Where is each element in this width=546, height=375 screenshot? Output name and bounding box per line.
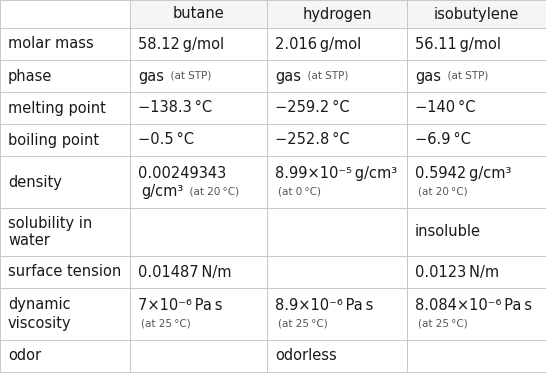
Text: surface tension: surface tension (8, 264, 121, 279)
Bar (130, 288, 267, 340)
Text: isobutylene: isobutylene (434, 6, 519, 21)
Text: −6.9 °C: −6.9 °C (415, 132, 471, 147)
Text: phase: phase (8, 69, 52, 84)
Text: −259.2 °C: −259.2 °C (275, 100, 349, 116)
Bar (130, 156, 267, 208)
Bar (0, 0, 130, 28)
Text: (at STP): (at STP) (301, 71, 348, 81)
Text: g/cm³: g/cm³ (141, 184, 183, 199)
Bar (267, 208, 407, 256)
Text: 0.5942 g/cm³: 0.5942 g/cm³ (415, 166, 512, 181)
Bar (267, 60, 407, 92)
Text: insoluble: insoluble (415, 225, 481, 240)
Text: 2.016 g/mol: 2.016 g/mol (275, 36, 361, 51)
Text: 56.11 g/mol: 56.11 g/mol (415, 36, 501, 51)
Text: 58.12 g/mol: 58.12 g/mol (138, 36, 224, 51)
Text: density: density (8, 174, 62, 189)
Text: butane: butane (173, 6, 224, 21)
Bar (267, 124, 407, 156)
Bar (0, 288, 130, 340)
Bar (407, 28, 546, 60)
Text: −138.3 °C: −138.3 °C (138, 100, 212, 116)
Text: hydrogen: hydrogen (302, 6, 372, 21)
Bar (267, 256, 407, 288)
Text: boiling point: boiling point (8, 132, 99, 147)
Bar (407, 92, 546, 124)
Text: −252.8 °C: −252.8 °C (275, 132, 349, 147)
Bar (267, 0, 407, 28)
Bar (407, 340, 546, 372)
Text: −140 °C: −140 °C (415, 100, 476, 116)
Bar (130, 28, 267, 60)
Bar (130, 60, 267, 92)
Text: (at 20 °C): (at 20 °C) (183, 186, 239, 196)
Bar (267, 288, 407, 340)
Text: 0.01487 N/m: 0.01487 N/m (138, 264, 232, 279)
Bar (130, 92, 267, 124)
Bar (407, 208, 546, 256)
Bar (267, 340, 407, 372)
Text: (at STP): (at STP) (441, 71, 488, 81)
Text: water: water (8, 233, 50, 248)
Bar (407, 156, 546, 208)
Bar (0, 28, 130, 60)
Text: gas: gas (415, 69, 441, 84)
Text: (at STP): (at STP) (164, 71, 211, 81)
Text: 8.084×10⁻⁶ Pa s: 8.084×10⁻⁶ Pa s (415, 298, 532, 313)
Text: gas: gas (275, 69, 301, 84)
Bar (0, 124, 130, 156)
Bar (0, 340, 130, 372)
Bar (407, 288, 546, 340)
Text: melting point: melting point (8, 100, 106, 116)
Bar (0, 156, 130, 208)
Bar (130, 340, 267, 372)
Text: (at 25 °C): (at 25 °C) (418, 318, 468, 328)
Text: (at 20 °C): (at 20 °C) (418, 186, 467, 196)
Bar (0, 208, 130, 256)
Bar (0, 256, 130, 288)
Text: 0.00249343: 0.00249343 (138, 166, 226, 181)
Bar (407, 0, 546, 28)
Text: (at 25 °C): (at 25 °C) (278, 318, 328, 328)
Bar (0, 60, 130, 92)
Bar (267, 92, 407, 124)
Bar (130, 256, 267, 288)
Text: 8.9×10⁻⁶ Pa s: 8.9×10⁻⁶ Pa s (275, 298, 373, 313)
Bar (130, 208, 267, 256)
Bar (0, 92, 130, 124)
Text: 7×10⁻⁶ Pa s: 7×10⁻⁶ Pa s (138, 298, 223, 313)
Text: odorless: odorless (275, 348, 337, 363)
Bar (130, 124, 267, 156)
Text: solubility in: solubility in (8, 216, 92, 231)
Text: dynamic: dynamic (8, 297, 70, 312)
Text: 8.99×10⁻⁵ g/cm³: 8.99×10⁻⁵ g/cm³ (275, 166, 397, 181)
Text: −0.5 °C: −0.5 °C (138, 132, 194, 147)
Bar (267, 28, 407, 60)
Bar (407, 124, 546, 156)
Bar (267, 156, 407, 208)
Bar (407, 60, 546, 92)
Bar (407, 256, 546, 288)
Bar (130, 0, 267, 28)
Text: gas: gas (138, 69, 164, 84)
Text: viscosity: viscosity (8, 316, 72, 331)
Text: molar mass: molar mass (8, 36, 94, 51)
Text: (at 0 °C): (at 0 °C) (278, 186, 321, 196)
Text: odor: odor (8, 348, 41, 363)
Text: 0.0123 N/m: 0.0123 N/m (415, 264, 499, 279)
Text: (at 25 °C): (at 25 °C) (141, 318, 191, 328)
